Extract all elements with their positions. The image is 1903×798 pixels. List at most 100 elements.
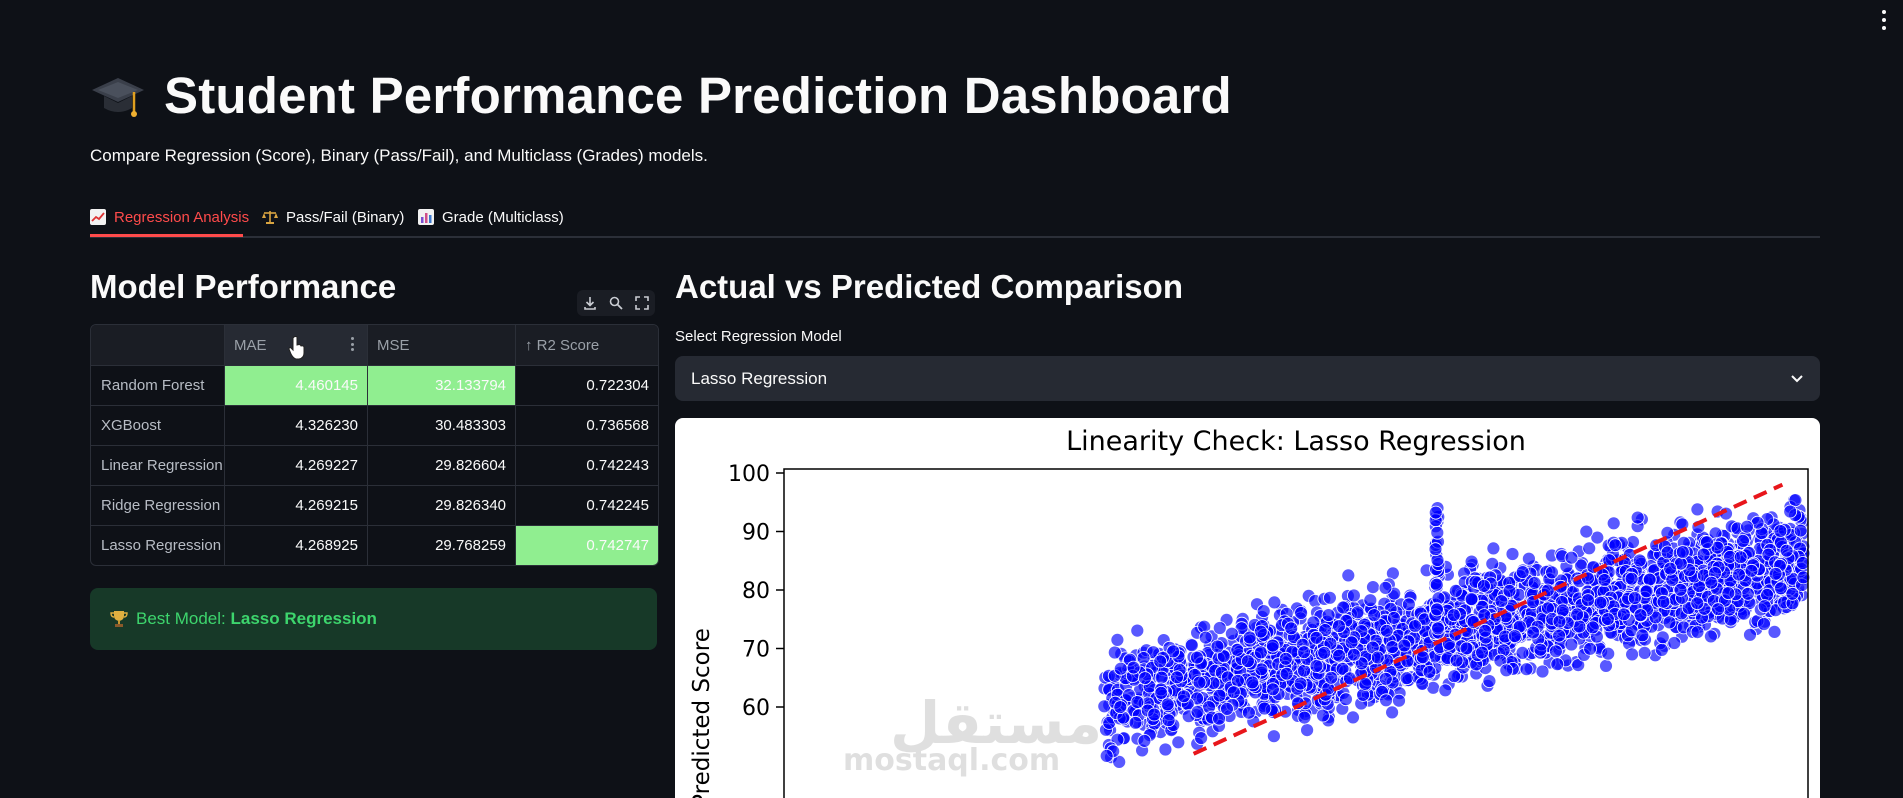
- model-performance-heading: Model Performance: [90, 268, 397, 305]
- column-menu-icon[interactable]: [351, 337, 355, 351]
- selected-model: Lasso Regression: [691, 368, 828, 388]
- data-point: [1449, 653, 1464, 668]
- data-point: [1107, 645, 1122, 660]
- data-point: [1415, 676, 1430, 691]
- table-row[interactable]: Ridge Regression 4.269215 29.826340 0.74…: [91, 485, 658, 525]
- table-row[interactable]: Lasso Regression 4.268925 29.768259 0.74…: [91, 525, 658, 565]
- data-point: [1099, 748, 1114, 763]
- data-point: [1499, 663, 1514, 678]
- data-point: [1128, 715, 1143, 730]
- tab-label: Pass/Fail (Binary): [286, 208, 405, 226]
- table-row[interactable]: Linear Regression 4.269227 29.826604 0.7…: [91, 445, 658, 485]
- y-axis-label: Predicted Score: [689, 628, 715, 798]
- column-header-r2-score[interactable]: ↑ R2 Score: [525, 336, 600, 354]
- fullscreen-icon[interactable]: [634, 295, 650, 311]
- mouse-pointer-icon: [288, 336, 305, 360]
- data-point: [1323, 590, 1337, 605]
- data-point: [1779, 543, 1794, 558]
- data-point: [1593, 595, 1608, 610]
- cell-mae[interactable]: 4.460145: [225, 366, 368, 405]
- cell-mse[interactable]: 29.826604: [368, 446, 516, 485]
- data-point: [1367, 608, 1382, 623]
- data-point: [1430, 602, 1444, 617]
- data-point: [1505, 547, 1520, 561]
- data-point: [1438, 683, 1453, 698]
- data-point: [1242, 705, 1256, 720]
- cell-mse[interactable]: 32.133794: [368, 366, 516, 405]
- data-point: [1663, 561, 1678, 576]
- data-point: [1581, 593, 1595, 608]
- data-point: [1667, 636, 1682, 650]
- data-point: [1599, 658, 1613, 673]
- data-point: [1459, 641, 1474, 656]
- y-tick-label: 80: [742, 579, 770, 604]
- cell-r2[interactable]: 0.736568: [586, 417, 649, 434]
- data-point: [1220, 701, 1234, 716]
- data-point: [1704, 575, 1719, 590]
- row-label: Lasso Regression: [91, 526, 225, 565]
- data-point: [1428, 505, 1443, 520]
- regression-model-select[interactable]: Lasso Regression: [675, 356, 1820, 401]
- chart-title: Linearity Check: Lasso Regression: [1066, 426, 1526, 457]
- data-point: [1225, 626, 1239, 641]
- cell-r2[interactable]: 0.722304: [586, 377, 649, 394]
- data-point: [1385, 705, 1399, 720]
- data-point: [1448, 583, 1463, 598]
- data-point: [1660, 545, 1675, 560]
- data-point: [1378, 580, 1393, 595]
- comparison-heading: Actual vs Predicted Comparison: [675, 268, 1183, 305]
- data-point: [1241, 654, 1255, 669]
- table-row[interactable]: Random Forest 4.460145 32.133794 0.72230…: [91, 365, 658, 405]
- tab-grade-multiclass[interactable]: Grade (Multiclass): [418, 202, 564, 232]
- tab-pass-fail-binary[interactable]: Pass/Fail (Binary): [262, 202, 404, 232]
- data-point: [1176, 689, 1191, 704]
- data-point: [1519, 662, 1534, 677]
- linearity-chart: Linearity Check: Lasso Regression Predic…: [675, 418, 1820, 798]
- data-point: [1113, 661, 1128, 676]
- data-point: [1768, 566, 1783, 581]
- table-row[interactable]: XGBoost 4.326230 30.483303 0.736568: [91, 405, 658, 445]
- cell-mae[interactable]: 4.269227: [225, 446, 368, 485]
- cell-r2[interactable]: 0.742747: [516, 526, 658, 565]
- cell-mse[interactable]: 29.826340: [368, 486, 516, 525]
- row-label: XGBoost: [91, 406, 225, 445]
- active-tab-indicator: [90, 234, 243, 237]
- cell-mae[interactable]: 4.326230: [225, 406, 368, 445]
- data-point: [1294, 606, 1308, 620]
- cell-r2[interactable]: 0.742245: [586, 497, 649, 514]
- data-point: [1370, 650, 1385, 665]
- data-point: [1422, 664, 1437, 679]
- data-point: [1160, 697, 1175, 712]
- scatter-plot: Linearity Check: Lasso Regression Predic…: [689, 426, 1811, 798]
- data-point: [1350, 605, 1365, 620]
- data-point: [1161, 713, 1176, 728]
- data-point: [1347, 588, 1361, 603]
- download-icon[interactable]: [582, 295, 598, 311]
- data-point: [1675, 545, 1690, 559]
- data-point: [1190, 704, 1205, 719]
- cell-mae[interactable]: 4.268925: [225, 526, 368, 565]
- best-model-alert: Best Model: Lasso Regression: [90, 588, 657, 650]
- tab-regression-analysis[interactable]: Regression Analysis: [90, 202, 249, 232]
- data-point: [1399, 671, 1414, 686]
- data-point: [1226, 685, 1241, 700]
- data-point: [1130, 623, 1145, 638]
- search-icon[interactable]: [608, 295, 624, 311]
- data-point: [1696, 547, 1711, 562]
- cell-r2[interactable]: 0.742243: [586, 457, 649, 474]
- data-point: [1774, 581, 1788, 596]
- main-menu-button[interactable]: [1881, 10, 1887, 30]
- cell-mse[interactable]: 29.768259: [368, 526, 516, 565]
- data-point: [1564, 637, 1579, 652]
- cell-mae[interactable]: 4.269215: [225, 486, 368, 525]
- data-point: [1704, 629, 1718, 644]
- row-label: Random Forest: [91, 366, 225, 405]
- data-point: [1385, 640, 1400, 655]
- cell-mse[interactable]: 30.483303: [368, 406, 516, 445]
- data-point: [1700, 535, 1714, 550]
- data-point: [1486, 541, 1501, 556]
- data-point: [1447, 669, 1462, 684]
- data-point: [1154, 670, 1169, 685]
- data-point: [1757, 599, 1772, 614]
- column-header-mse[interactable]: MSE: [368, 325, 516, 365]
